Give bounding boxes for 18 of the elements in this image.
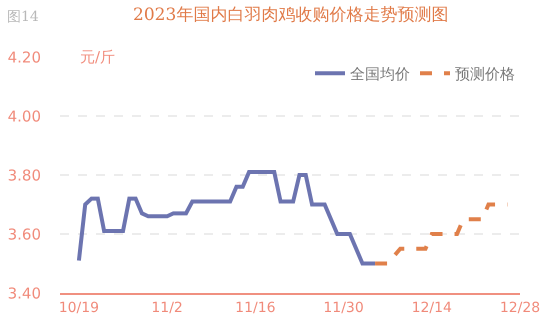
- x-tick-label: 11/2: [151, 300, 183, 316]
- y-tick-label: 3.80: [8, 166, 41, 184]
- y-tick-label: 4.00: [8, 107, 41, 126]
- line-series: [76, 170, 378, 266]
- x-tick-label: 11/30: [323, 300, 364, 316]
- caption: 图14: [7, 9, 39, 25]
- line-series: [373, 202, 510, 266]
- chart-title: 2023年国内白羽肉鸡收购价格走势预测图: [133, 5, 448, 25]
- x-tick-label: 10/19: [58, 300, 100, 316]
- legend-label: 全国均价: [350, 65, 410, 84]
- y-tick-label: 3.60: [8, 225, 41, 244]
- y-tick-label: 3.40: [8, 284, 41, 302]
- legend-label: 预测价格: [455, 65, 515, 84]
- y-axis-title: 元/斤: [80, 48, 116, 66]
- y-tick-label: 4.20: [8, 48, 41, 66]
- x-tick-label: 11/16: [235, 300, 276, 316]
- x-tick-label: 12/14: [412, 300, 452, 316]
- x-tick-label: 12/28: [500, 300, 540, 316]
